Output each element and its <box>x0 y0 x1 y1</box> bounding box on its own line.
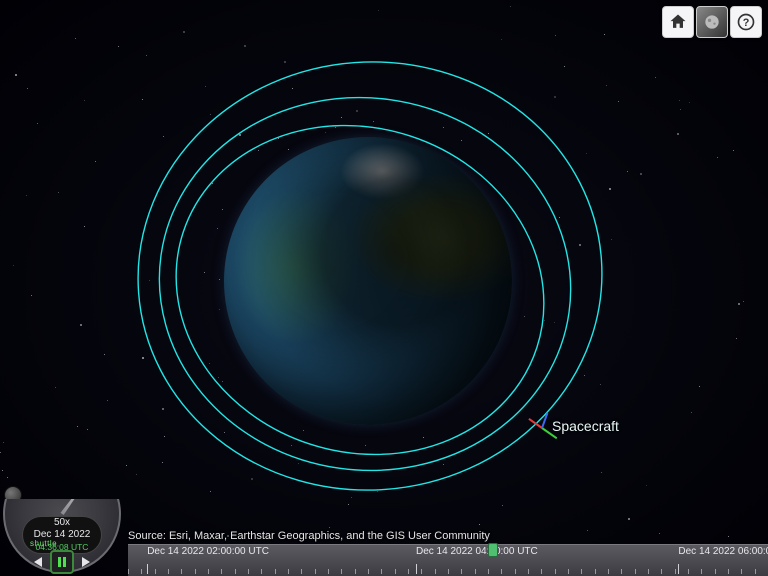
clock-readout: 50x Dec 14 2022 04:36:08 UTC <box>22 516 102 554</box>
timeline-label: Dec 14 2022 04:00:00 UTC <box>416 546 538 557</box>
play-reverse-button[interactable] <box>30 553 48 571</box>
moon-icon <box>702 12 722 32</box>
triangle-right-icon <box>79 556 91 568</box>
home-icon <box>668 12 688 32</box>
spacecraft-label: Spacecraft <box>552 418 619 434</box>
timeline-label: Dec 14 2022 02:00:00 UTC <box>147 546 269 557</box>
svg-text:?: ? <box>743 17 750 29</box>
timeline-label: Dec 14 2022 06:00:00 UTC <box>678 546 768 557</box>
pause-icon <box>56 556 68 568</box>
triangle-left-icon <box>33 556 45 568</box>
animation-widget: 50x Dec 14 2022 04:36:08 UTC shuttle <box>0 494 128 576</box>
attribution-text: Source: Esri, Maxar, Earthstar Geographi… <box>128 530 490 542</box>
clock-multiplier: 50x <box>54 517 70 529</box>
scene-viewport[interactable]: Spacecraft ? Source: Esri, Maxar, Earths… <box>0 0 768 576</box>
top-toolbar: ? <box>662 6 762 38</box>
help-button[interactable]: ? <box>730 6 762 38</box>
timeline-cursor[interactable] <box>488 543 498 557</box>
pause-button[interactable] <box>50 550 74 574</box>
playback-controls <box>30 550 94 574</box>
imagery-layer-button[interactable] <box>696 6 728 38</box>
earth-globe <box>224 137 512 425</box>
timeline[interactable]: Dec 14 2022 02:00:00 UTC Dec 14 2022 04:0… <box>128 544 768 576</box>
play-forward-button[interactable] <box>76 553 94 571</box>
shuttle-label: shuttle <box>30 539 57 548</box>
question-icon: ? <box>736 12 756 32</box>
home-button[interactable] <box>662 6 694 38</box>
